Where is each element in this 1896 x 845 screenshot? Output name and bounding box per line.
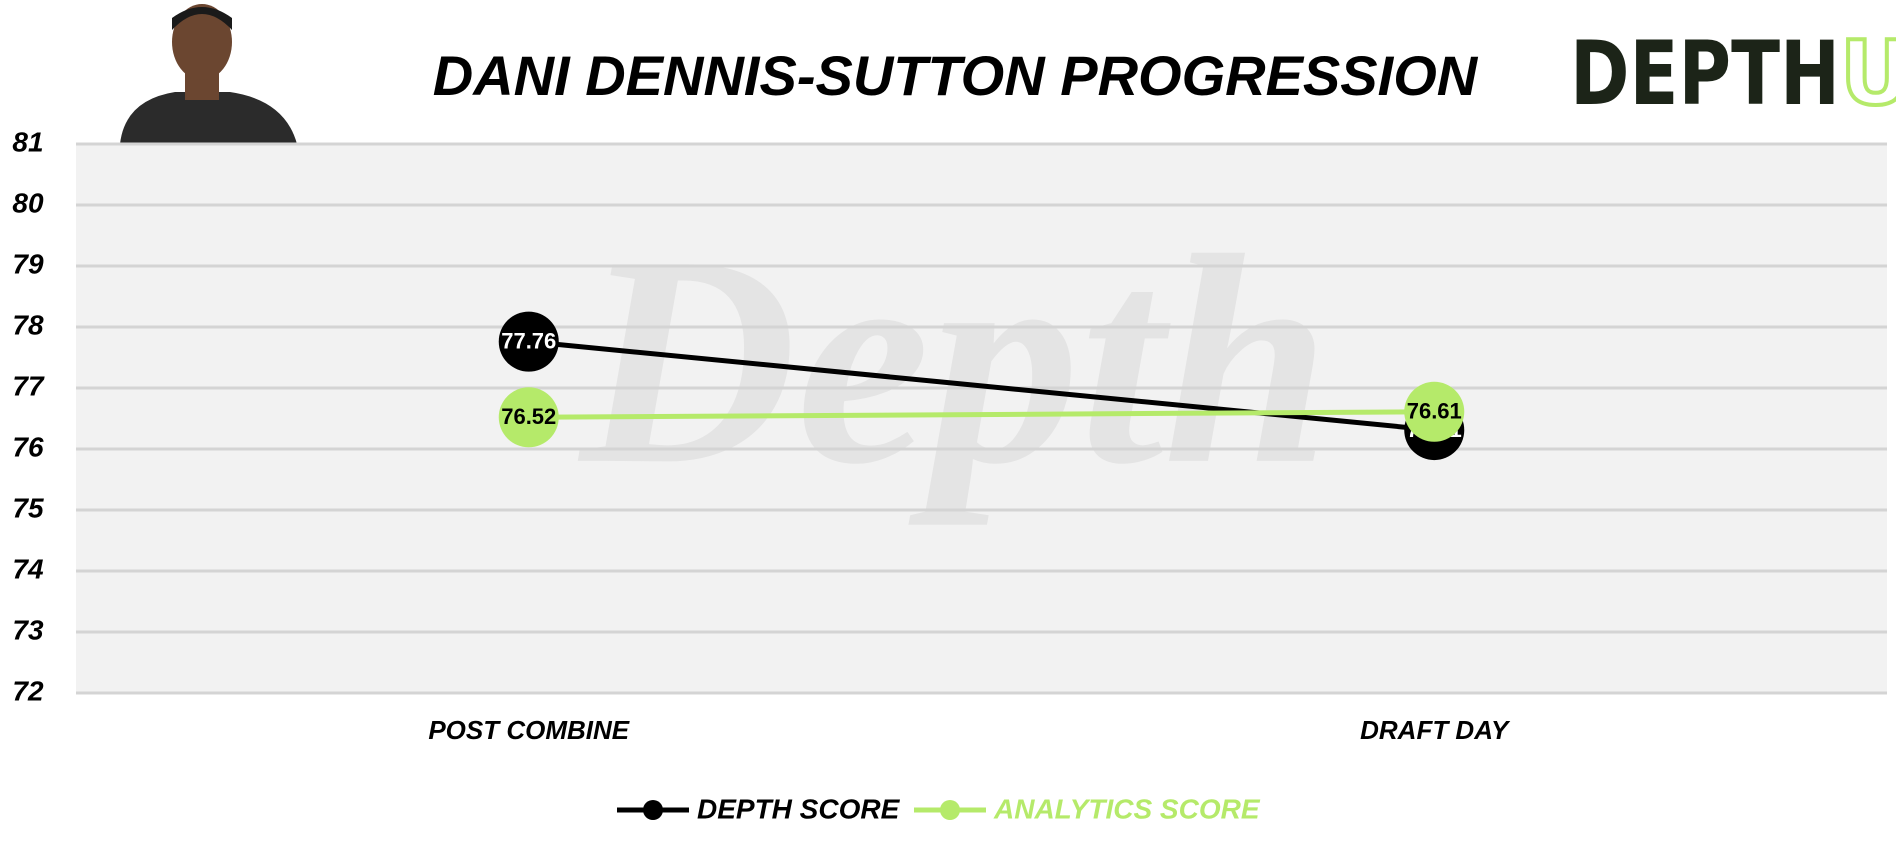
player-photo (120, 4, 297, 144)
x-tick-label: POST COMBINE (428, 715, 629, 745)
data-point (498, 311, 559, 372)
legend-marker (643, 800, 663, 820)
legend-label: ANALYTICS SCORE (993, 793, 1261, 824)
legend-label: DEPTH SCORE (697, 793, 901, 824)
y-tick-label: 74 (12, 553, 44, 584)
y-tick-label: 73 (12, 614, 44, 645)
plot-area (76, 144, 1887, 693)
y-tick-label: 77 (12, 370, 45, 401)
chart-title: DANI DENNIS-SUTTON PROGRESSION (433, 44, 1479, 107)
data-label: 76.61 (1407, 399, 1462, 424)
watermark: Depth (575, 194, 1330, 527)
y-tick-label: 78 (12, 309, 44, 340)
data-label: 77.76 (501, 328, 556, 353)
y-tick-label: 81 (12, 126, 43, 157)
x-tick-label: DRAFT DAY (1360, 715, 1511, 745)
data-point (1404, 381, 1465, 442)
y-tick-label: 80 (12, 187, 44, 218)
series-line (528, 409, 1435, 420)
y-tick-label: 76 (12, 431, 44, 462)
logo: DEPTH U (1570, 20, 1896, 127)
y-tick-label: 75 (12, 492, 44, 523)
series-line (528, 339, 1435, 433)
y-tick-label: 72 (12, 675, 44, 706)
logo-accent: U (1840, 22, 1896, 125)
data-label: 76.52 (501, 404, 556, 429)
data-point (498, 387, 559, 448)
legend-marker (940, 800, 960, 820)
logo-main: DEPTH (1570, 22, 1840, 125)
y-tick-label: 79 (12, 248, 44, 279)
